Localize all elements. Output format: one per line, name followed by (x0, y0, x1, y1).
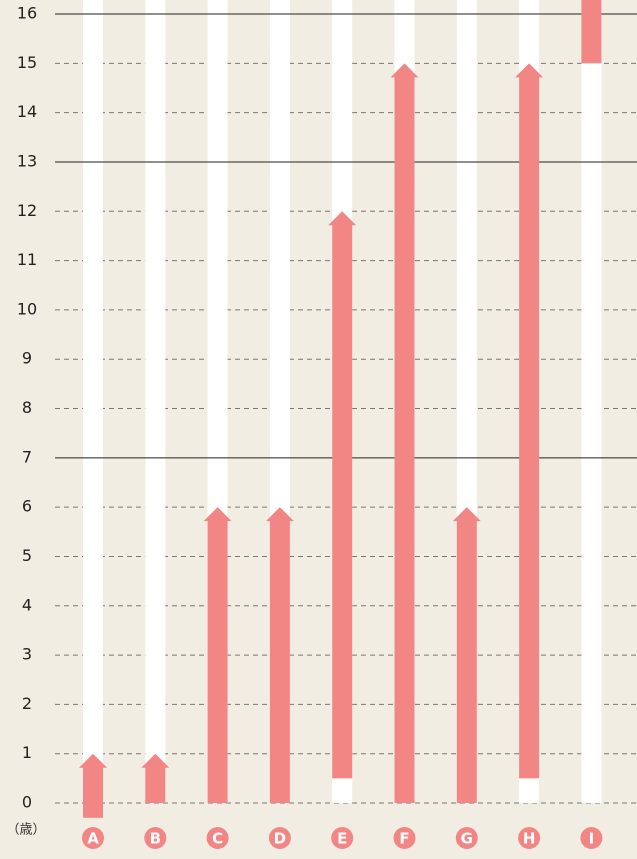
x-tick-label: I (589, 830, 595, 848)
page: （歳） 012345678910111213141516ABCDEFGHI ((… (0, 0, 637, 859)
y-tick-label: 9 (22, 349, 32, 368)
column-track (83, 0, 103, 803)
y-tick-label: 7 (22, 447, 32, 466)
y-tick-label: 16 (17, 4, 37, 23)
y-tick-label: 6 (22, 497, 32, 516)
x-tick-label: H (523, 830, 536, 848)
range-bar (581, 0, 601, 63)
range-bar (332, 224, 352, 778)
x-tick-label: C (212, 830, 223, 848)
y-tick-label: 1 (22, 743, 32, 762)
y-tick-label: 11 (17, 250, 37, 269)
y-tick-label: 4 (22, 595, 32, 614)
y-tick-label: 14 (17, 102, 37, 121)
range-bar (519, 76, 539, 778)
y-tick-label: 13 (17, 151, 37, 170)
y-tick-label: 8 (22, 398, 32, 417)
x-tick-label: G (461, 830, 473, 848)
range-bar (270, 520, 290, 803)
y-tick-label: 0 (22, 793, 32, 812)
x-tick-label: B (150, 830, 161, 848)
range-bar (457, 520, 477, 803)
column-track (581, 0, 601, 803)
y-tick-label: 2 (22, 694, 32, 713)
y-tick-label: 15 (17, 53, 37, 72)
range-bar (145, 767, 165, 803)
x-tick-label: A (87, 830, 99, 848)
chart: （歳） 012345678910111213141516ABCDEFGHI (0, 0, 637, 859)
y-tick-label: 12 (17, 201, 37, 220)
y-tick-label: 10 (17, 299, 37, 318)
range-bar (395, 76, 415, 803)
y-axis-label: （歳） (6, 823, 45, 838)
x-tick-label: D (274, 830, 286, 848)
y-tick-label: 5 (22, 546, 32, 565)
range-bar (208, 520, 228, 803)
x-tick-label: F (399, 830, 409, 848)
column-track (145, 0, 165, 803)
x-tick-label: E (337, 830, 347, 848)
range-bar (83, 767, 103, 818)
y-tick-label: 3 (22, 645, 32, 664)
